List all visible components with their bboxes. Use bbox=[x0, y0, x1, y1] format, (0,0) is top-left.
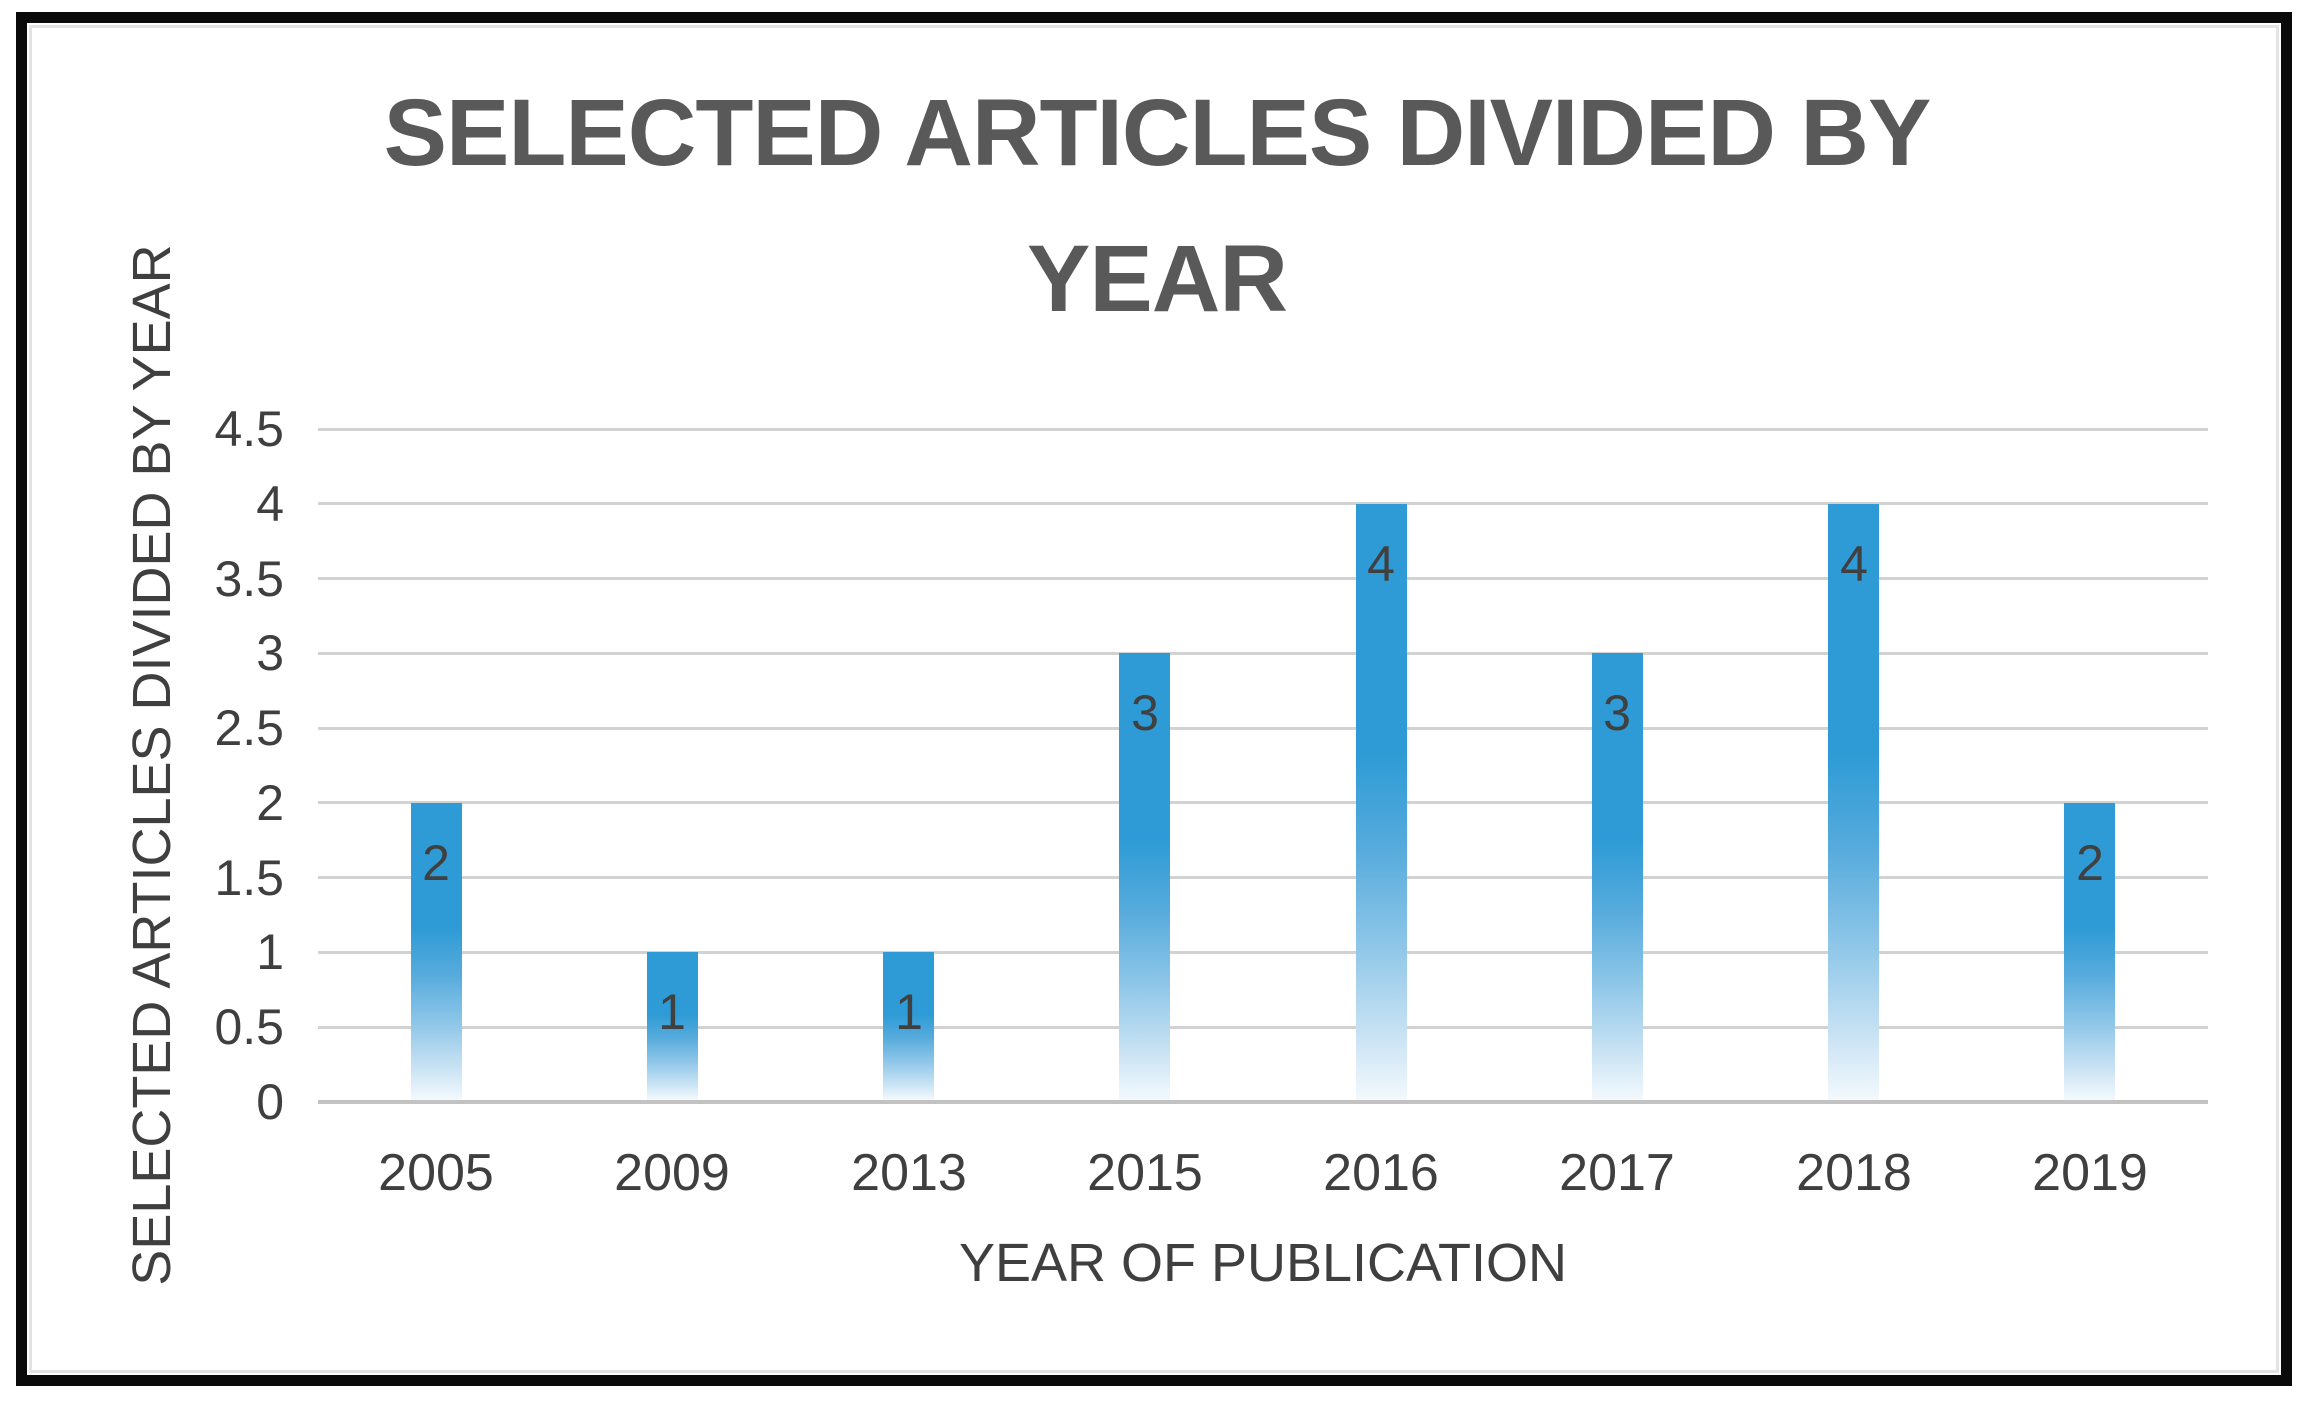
gridline bbox=[318, 577, 2208, 581]
y-tick-label: 4 bbox=[256, 475, 284, 532]
gridline bbox=[318, 651, 2208, 655]
bar-2017 bbox=[1592, 653, 1643, 1100]
chart-title-line2: YEAR bbox=[1027, 226, 1288, 332]
gridline bbox=[318, 502, 2208, 506]
x-tick-label-2005: 2005 bbox=[378, 1144, 494, 1202]
x-tick-label-2009: 2009 bbox=[614, 1144, 730, 1202]
y-tick-label: 0 bbox=[256, 1074, 284, 1130]
gridline bbox=[318, 427, 2208, 431]
y-tick-label: 1.5 bbox=[214, 849, 284, 906]
y-tick-label: 1 bbox=[256, 924, 284, 981]
chart-title: SELECTED ARTICLES DIVIDED BY YEAR bbox=[0, 60, 2314, 352]
bar-2005 bbox=[411, 802, 462, 1100]
x-axis-baseline bbox=[318, 1100, 2208, 1104]
y-tick-label: 2.5 bbox=[214, 700, 284, 757]
bar-data-label-2019: 2 bbox=[2076, 834, 2104, 891]
gridline bbox=[318, 950, 2208, 954]
bar-data-label-2017: 3 bbox=[1603, 685, 1631, 742]
y-tick-label: 2 bbox=[256, 774, 284, 831]
bar-2019 bbox=[2064, 802, 2115, 1100]
gridline bbox=[318, 876, 2208, 880]
gridline bbox=[318, 1025, 2208, 1029]
x-tick-label-2016: 2016 bbox=[1323, 1144, 1439, 1202]
y-tick-label: 3 bbox=[256, 625, 284, 682]
x-tick-label-2019: 2019 bbox=[2032, 1144, 2148, 1202]
bar-2018 bbox=[1828, 503, 1879, 1100]
bar-2009 bbox=[647, 952, 698, 1100]
bar-data-label-2018: 4 bbox=[1840, 535, 1868, 592]
bar-data-label-2013: 1 bbox=[895, 984, 923, 1041]
x-tick-label-2017: 2017 bbox=[1559, 1144, 1675, 1202]
x-tick-label-2013: 2013 bbox=[851, 1144, 967, 1202]
bar-data-label-2016: 4 bbox=[1367, 535, 1395, 592]
chart-title-line1: SELECTED ARTICLES DIVIDED BY bbox=[383, 80, 1932, 186]
bar-2016 bbox=[1356, 503, 1407, 1100]
x-axis-title: YEAR OF PUBLICATION bbox=[958, 1233, 1568, 1293]
y-tick-label: 0.5 bbox=[214, 999, 284, 1056]
bar-data-label-2015: 3 bbox=[1131, 685, 1159, 742]
bar-data-label-2009: 1 bbox=[658, 984, 686, 1041]
bar-2015 bbox=[1119, 653, 1170, 1100]
gridline bbox=[318, 801, 2208, 805]
y-tick-label: 4.5 bbox=[214, 401, 284, 457]
bar-data-label-2005: 2 bbox=[422, 834, 450, 891]
bar-2013 bbox=[883, 952, 934, 1100]
x-tick-label-2018: 2018 bbox=[1796, 1144, 1912, 1202]
y-tick-label: 3.5 bbox=[214, 550, 284, 607]
gridline bbox=[318, 726, 2208, 730]
x-tick-label-2015: 2015 bbox=[1087, 1144, 1203, 1202]
